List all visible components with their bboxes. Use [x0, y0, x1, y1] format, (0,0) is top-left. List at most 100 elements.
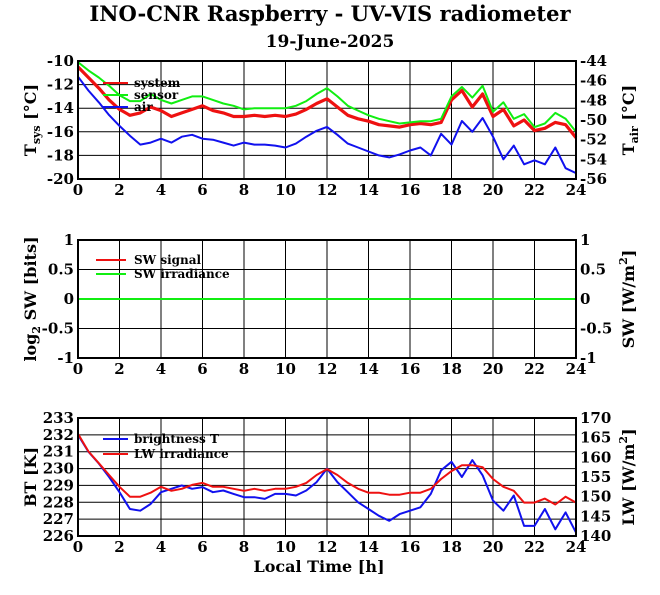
- x-tick-label: 4: [156, 181, 166, 199]
- x-tick-label: 18: [441, 181, 462, 199]
- y-axis-label-right: SW [W/m2]: [617, 250, 638, 349]
- y-tick-label-right: 170: [580, 409, 611, 427]
- legend-label: system: [134, 76, 181, 90]
- y-tick-label-right: 0.5: [580, 261, 606, 279]
- x-tick-label: 20: [483, 538, 504, 556]
- y-tick-label-right: 155: [580, 468, 611, 486]
- y-tick-label-right: -44: [580, 52, 607, 70]
- x-tick-label: 6: [197, 360, 207, 378]
- x-tick-label: 24: [566, 181, 587, 199]
- y-tick-label-left: 0: [64, 290, 74, 308]
- x-tick-label: 16: [400, 360, 421, 378]
- series-line-air: [77, 76, 577, 175]
- x-tick-label: 20: [483, 360, 504, 378]
- x-tick-label: 10: [275, 181, 296, 199]
- plot-frame: [77, 417, 577, 537]
- y-tick-label-right: -1: [580, 349, 597, 367]
- y-tick-label-right: 150: [580, 488, 611, 506]
- series-line-lw-irradiance: [77, 433, 577, 506]
- y-tick-label-left: -16: [47, 123, 74, 141]
- y-axis-label-left: log2 SW [bits]: [21, 236, 43, 361]
- x-tick-label: 14: [358, 181, 379, 199]
- y-tick-label-left: 228: [43, 493, 74, 511]
- y-tick-label-left: -1: [57, 349, 74, 367]
- plot-frame: [77, 239, 577, 359]
- y-tick-label-right: 140: [580, 527, 611, 545]
- y-tick-label-right: 0: [580, 290, 590, 308]
- y-tick-label-left: 230: [43, 460, 74, 478]
- legend-label: sensor: [134, 88, 179, 102]
- y-tick-label-right: -56: [580, 170, 607, 188]
- y-tick-label-right: -52: [580, 131, 607, 149]
- x-tick-label: 0: [73, 181, 83, 199]
- x-tick-label: 6: [197, 181, 207, 199]
- x-tick-label: 10: [275, 538, 296, 556]
- y-tick-label-right: -46: [580, 72, 607, 90]
- y-tick-label-right: -0.5: [580, 320, 612, 338]
- figure-title: INO-CNR Raspberry - UV-VIS radiometer: [89, 1, 571, 26]
- y-tick-label-left: 232: [43, 426, 74, 444]
- y-tick-label-left: 233: [43, 409, 74, 427]
- x-tick-label: 8: [239, 538, 249, 556]
- legend-label: SW irradiance: [134, 267, 230, 281]
- x-tick-label: 12: [317, 181, 338, 199]
- y-tick-label-left: 229: [43, 476, 74, 494]
- x-tick-label: 22: [524, 181, 545, 199]
- y-tick-label-left: 227: [43, 510, 74, 528]
- figure-date: 19-June-2025: [266, 32, 395, 52]
- x-tick-label: 0: [73, 360, 83, 378]
- y-tick-label-right: -48: [580, 91, 607, 109]
- y-tick-label-right: 1: [580, 231, 590, 249]
- x-tick-label: 4: [156, 360, 166, 378]
- x-tick-label: 2: [114, 181, 124, 199]
- y-tick-label-left: 231: [43, 443, 74, 461]
- x-tick-label: 22: [524, 538, 545, 556]
- y-tick-label-right: 160: [580, 448, 611, 466]
- x-tick-label: 24: [566, 360, 587, 378]
- series-line-sensor: [77, 61, 577, 133]
- legend-label: SW signal: [134, 253, 202, 267]
- panel-3: 0 2 4 6 8 10 12 14 16 18 20 22 242262272282292302312…: [21, 409, 638, 576]
- x-axis-label: Local Time [h]: [253, 557, 384, 576]
- y-tick-label-left: -14: [47, 99, 74, 117]
- y-tick-label-left: -0.5: [42, 320, 74, 338]
- y-axis-label-right: LW [W/m2]: [617, 428, 638, 525]
- legend-label: brightness T: [134, 432, 219, 446]
- x-tick-label: 14: [358, 360, 379, 378]
- x-tick-label: 6: [197, 538, 207, 556]
- y-axis-label-right: Tair [°C]: [619, 85, 641, 155]
- y-tick-label-left: -18: [47, 146, 74, 164]
- x-tick-label: 16: [400, 538, 421, 556]
- y-tick-label-right: 165: [580, 429, 611, 447]
- y-tick-label-right: -50: [580, 111, 607, 129]
- plot-frame: [77, 60, 577, 180]
- x-tick-label: 22: [524, 360, 545, 378]
- x-tick-label: 18: [441, 360, 462, 378]
- y-tick-label-right: 145: [580, 507, 611, 525]
- legend-label: LW irradiance: [134, 447, 229, 461]
- x-tick-label: 10: [275, 360, 296, 378]
- x-tick-label: 2: [114, 360, 124, 378]
- x-tick-label: 2: [114, 538, 124, 556]
- y-tick-label-left: -20: [47, 170, 74, 188]
- x-tick-label: 24: [566, 538, 587, 556]
- x-tick-label: 20: [483, 181, 504, 199]
- y-tick-label-left: -10: [47, 52, 74, 70]
- x-tick-label: 8: [239, 181, 249, 199]
- y-axis-label-left: Tsys [°C]: [21, 84, 43, 156]
- x-tick-label: 12: [317, 538, 338, 556]
- panel-2: 0 2 4 6 8 10 12 14 16 18 20 22 24-1-0.500.51-1-0.500…: [21, 231, 638, 378]
- panel-1: 0 2 4 6 8 10 12 14 16 18 20 22 24-20-18-16-14-12-10-…: [21, 52, 641, 199]
- x-tick-label: 14: [358, 538, 379, 556]
- y-tick-label-left: -12: [47, 76, 74, 94]
- legend-label: air: [134, 100, 153, 114]
- x-tick-label: 18: [441, 538, 462, 556]
- x-tick-label: 8: [239, 360, 249, 378]
- x-tick-label: 0: [73, 538, 83, 556]
- series-line-system: [76, 65, 578, 139]
- x-tick-label: 16: [400, 181, 421, 199]
- y-tick-label-left: 0.5: [48, 261, 74, 279]
- x-tick-label: 4: [156, 538, 166, 556]
- y-axis-label-left: BT [K]: [21, 447, 40, 507]
